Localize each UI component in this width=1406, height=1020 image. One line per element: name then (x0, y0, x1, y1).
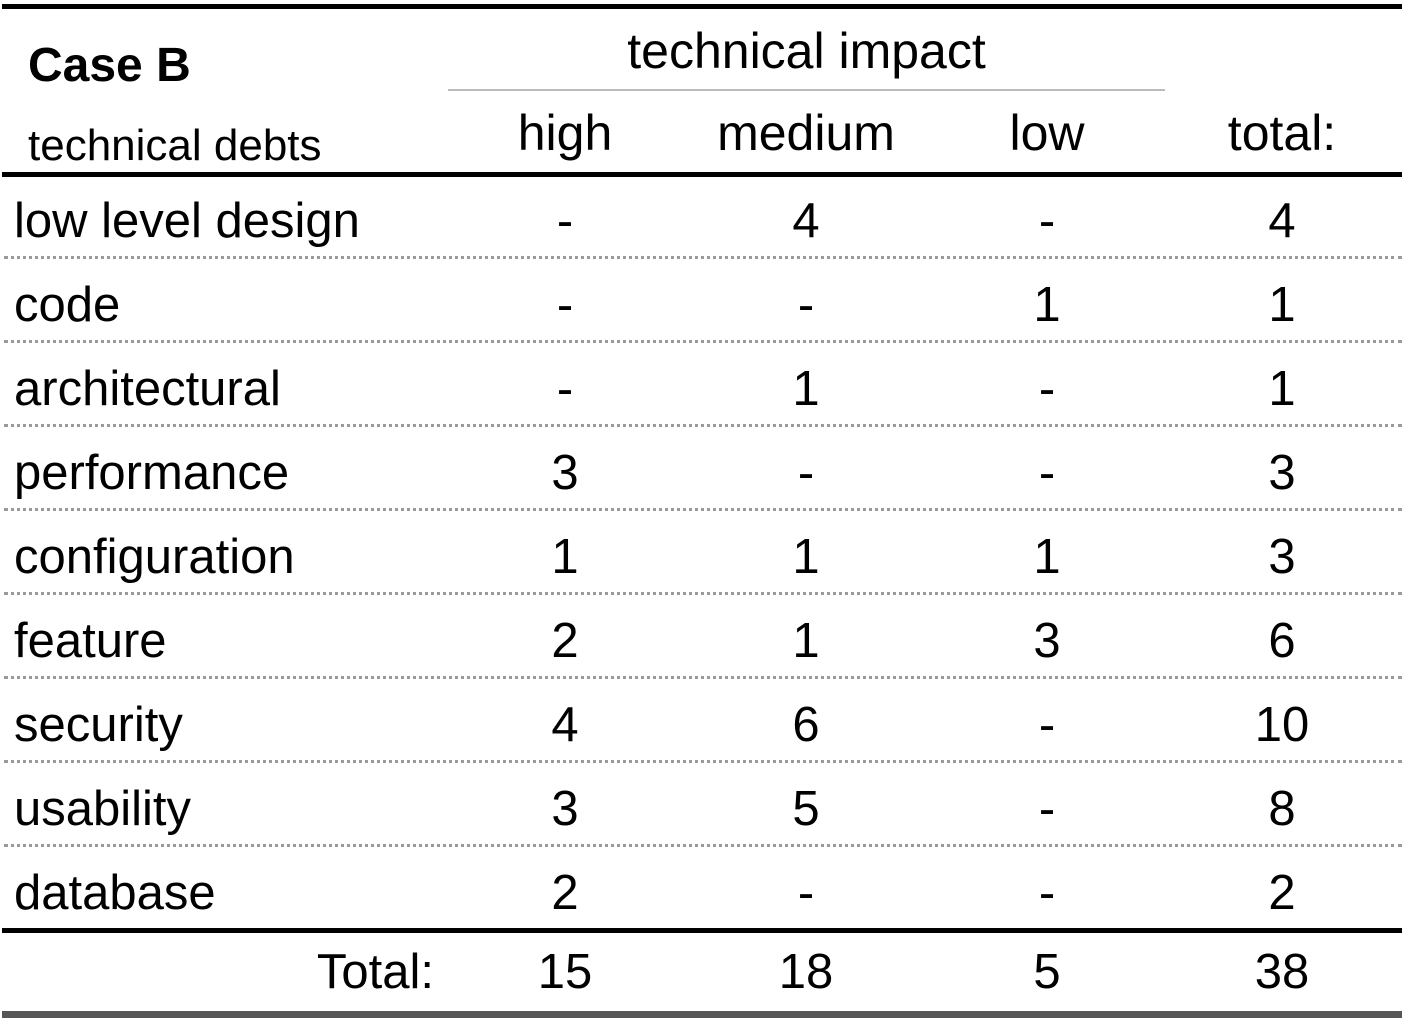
row-separator (4, 424, 1402, 427)
totals-rule (2, 928, 1402, 933)
cell-low: 1 (1033, 278, 1061, 332)
cell-low: - (1038, 362, 1056, 416)
cell-total: 1 (1268, 278, 1296, 332)
cell-high: 2 (551, 866, 579, 920)
cell-total: 8 (1268, 782, 1296, 836)
cell-low: - (1038, 698, 1056, 752)
cell-total: 1 (1268, 362, 1296, 416)
column-header-medium: medium (717, 105, 895, 161)
cell-medium: 1 (792, 614, 820, 668)
cell-low: - (1038, 446, 1056, 500)
cell-low: - (1038, 866, 1056, 920)
cell-medium: - (797, 866, 815, 920)
column-header-low: low (1009, 105, 1085, 161)
cell-medium: - (797, 446, 815, 500)
cell-high: 4 (551, 698, 579, 752)
totals-label: Total: (316, 945, 434, 999)
cell-medium: 1 (792, 530, 820, 584)
total-high-cell: 15 (537, 945, 593, 999)
cell-medium: - (797, 278, 815, 332)
cell-high: 3 (551, 782, 579, 836)
column-group-header: technical impact (627, 23, 986, 79)
cell-high: - (556, 362, 574, 416)
row-label: configuration (14, 530, 295, 584)
column-group-rule (448, 89, 1165, 91)
row-separator (4, 508, 1402, 511)
cell-low: - (1038, 782, 1056, 836)
table-top-rule (2, 4, 1402, 9)
table-bottom-rule (2, 1011, 1402, 1018)
cell-total: 3 (1268, 446, 1296, 500)
total-low-cell: 5 (1033, 945, 1061, 999)
cell-high: 2 (551, 614, 579, 668)
cell-total: 10 (1254, 698, 1310, 752)
row-label: low level design (14, 194, 360, 248)
cell-high: - (556, 194, 574, 248)
cell-low: 1 (1033, 530, 1061, 584)
cell-low: 3 (1033, 614, 1061, 668)
cell-high: 3 (551, 446, 579, 500)
row-label: usability (14, 782, 192, 836)
row-label: security (14, 698, 183, 752)
row-separator (4, 760, 1402, 763)
stub-header: technical debts (28, 121, 322, 170)
table-title: Case B (28, 39, 191, 92)
row-separator (4, 676, 1402, 679)
header-rule (2, 172, 1402, 177)
cell-total: 2 (1268, 866, 1296, 920)
cell-total: 4 (1268, 194, 1296, 248)
row-separator (4, 844, 1402, 847)
cell-total: 6 (1268, 614, 1296, 668)
cell-medium: 6 (792, 698, 820, 752)
cell-medium: 5 (792, 782, 820, 836)
cell-high: - (556, 278, 574, 332)
cell-medium: 4 (792, 194, 820, 248)
cell-medium: 1 (792, 362, 820, 416)
row-label: architectural (14, 362, 281, 416)
row-label: feature (14, 614, 167, 668)
row-label: performance (14, 446, 290, 500)
cell-low: - (1038, 194, 1056, 248)
cell-high: 1 (551, 530, 579, 584)
row-label: database (14, 866, 216, 920)
cell-total: 3 (1268, 530, 1296, 584)
row-separator (4, 256, 1402, 259)
grand-total-cell: 38 (1254, 945, 1310, 999)
column-header-total: total: (1227, 105, 1337, 161)
row-separator (4, 592, 1402, 595)
total-medium-cell: 18 (778, 945, 834, 999)
column-header-high: high (517, 105, 613, 161)
row-label: code (14, 278, 121, 332)
row-separator (4, 340, 1402, 343)
